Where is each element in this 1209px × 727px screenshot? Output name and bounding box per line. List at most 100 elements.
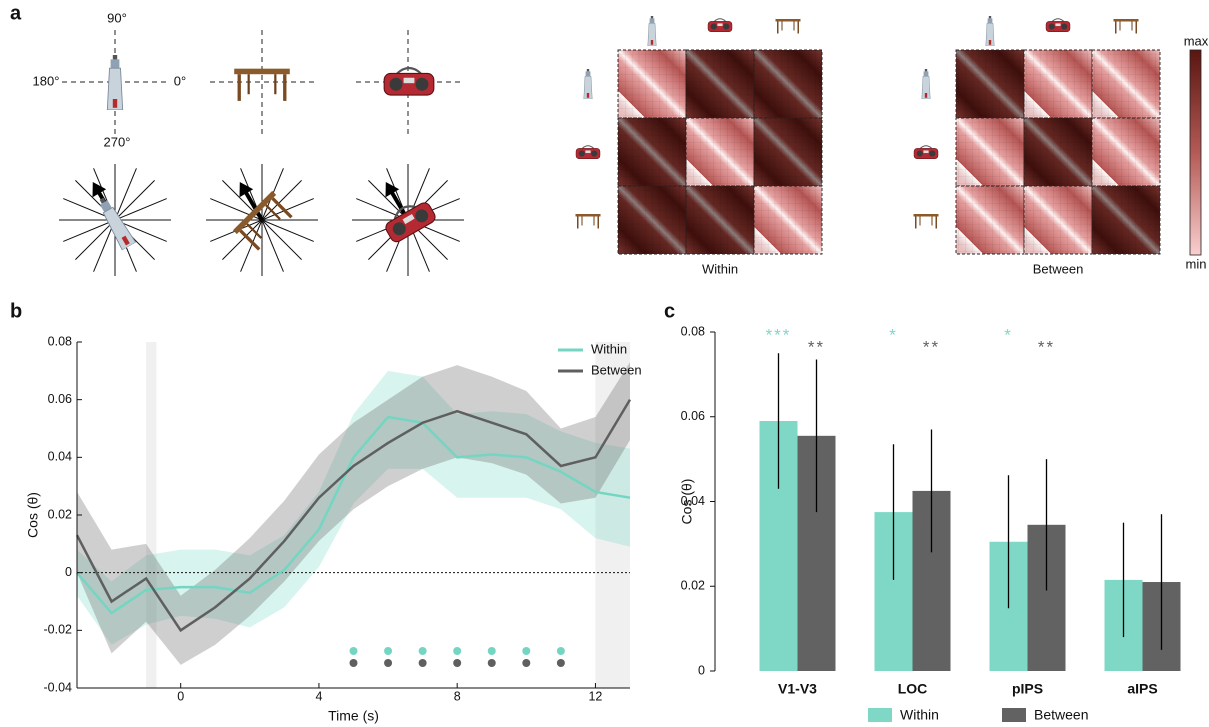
x-tick-label: 0 [177, 689, 184, 703]
y-tick-label: 0.04 [48, 450, 72, 464]
panel-label: a [10, 2, 22, 24]
significance-dot [419, 647, 427, 655]
legend-swatch [868, 708, 892, 722]
figure: a b c 90° 180° 0° 270° max min Within Be… [0, 0, 1209, 727]
significance-label: *** [766, 325, 792, 344]
x-tick-label: 4 [315, 689, 322, 703]
y-axis-label: Cos (θ) [25, 492, 41, 538]
y-tick-label: 0.08 [48, 334, 72, 348]
significance-dot [488, 659, 496, 667]
matrix-cells [686, 50, 754, 118]
matrix-cells [686, 186, 754, 254]
x-axis-label: Time (s) [328, 708, 379, 724]
angle-label: 270° [104, 134, 131, 149]
x-tick-label: pIPS [1012, 681, 1043, 697]
significance-label: ** [923, 337, 940, 356]
y-tick-label: -0.04 [44, 680, 73, 694]
angle-label: 90° [107, 10, 127, 25]
legend-swatch [1002, 708, 1026, 722]
y-tick-label: 0.06 [681, 409, 705, 423]
matrix-cells [686, 118, 754, 186]
matrix-cells [956, 50, 1024, 118]
table-icon [914, 214, 939, 229]
panel-a: 90° 180° 0° 270° max min Within Between [33, 10, 1209, 276]
colorbar-label: max [1184, 33, 1209, 48]
significance-dot [522, 647, 530, 655]
significance-label: * [1004, 325, 1013, 344]
colorbar-label: min [1186, 256, 1207, 271]
matrix-cells [1092, 118, 1160, 186]
significance-dot [384, 659, 392, 667]
significance-dot [522, 659, 530, 667]
lighthouse-icon [648, 16, 656, 46]
significance-dot [488, 647, 496, 655]
radio-icon [914, 146, 938, 159]
matrix-cells [618, 50, 686, 118]
colorbar [1190, 50, 1201, 255]
significance-dot [453, 647, 461, 655]
significance-dot [453, 659, 461, 667]
x-tick-label: LOC [898, 681, 928, 697]
matrix-cells [956, 118, 1024, 186]
matrix-title: Within [702, 261, 738, 276]
matrix-cells [754, 186, 822, 254]
panel-c: 00.020.040.060.08*****V1-V3***LOC***pIPS… [679, 324, 1181, 722]
y-tick-label: 0.06 [48, 392, 72, 406]
matrix-cells [618, 186, 686, 254]
matrix-cells [1024, 50, 1092, 118]
matrix-cells [618, 118, 686, 186]
matrix-cells [1024, 186, 1092, 254]
radio-icon [576, 146, 600, 159]
y-tick-label: 0.02 [681, 579, 705, 593]
x-tick-label: 8 [454, 689, 461, 703]
legend-label: Between [591, 362, 642, 377]
panel-b: Within Between -0.04 -0.02 0 0.02 0.04 0.06 0.08… [25, 334, 642, 723]
spoke [115, 180, 155, 220]
x-tick-label: 12 [588, 689, 602, 703]
y-tick-label: 0 [65, 565, 72, 579]
matrices [576, 16, 1161, 254]
shaded-span [146, 342, 156, 688]
angle-label: 180° [33, 73, 60, 88]
matrix-cells [754, 118, 822, 186]
legend-label: Within [591, 341, 627, 356]
radio-icon [1046, 19, 1070, 32]
legend-label: Between [1034, 707, 1088, 723]
lighthouse-icon [584, 69, 592, 99]
significance-dot [557, 647, 565, 655]
spoke [75, 220, 115, 260]
matrix-cells [754, 50, 822, 118]
lighthouse-icon [986, 16, 994, 46]
x-tick-label: aIPS [1127, 681, 1157, 697]
angle-label: 0° [174, 73, 186, 88]
lighthouse-icon [107, 55, 122, 110]
y-tick-label: 0 [698, 663, 705, 677]
matrix-cells [1024, 118, 1092, 186]
table-icon [776, 19, 801, 34]
significance-dot [350, 647, 358, 655]
significance-label: ** [1038, 337, 1055, 356]
matrix-cells [956, 186, 1024, 254]
significance-dot [384, 647, 392, 655]
significance-label: * [889, 325, 898, 344]
significance-label: ** [808, 337, 825, 356]
y-axis-label: Cos (θ) [679, 479, 695, 525]
significance-dot [557, 659, 565, 667]
y-tick-label: 0.08 [681, 324, 705, 338]
panel-label: b [10, 300, 22, 322]
confidence-band [77, 362, 630, 665]
significance-dot [350, 659, 358, 667]
table-icon [1114, 19, 1139, 34]
matrix-title: Between [1033, 261, 1084, 276]
x-tick-label: V1-V3 [778, 681, 817, 697]
matrix-cells [1092, 186, 1160, 254]
y-tick-label: -0.02 [44, 623, 73, 637]
significance-dot [419, 659, 427, 667]
table-icon [576, 214, 601, 229]
lighthouse-icon [922, 69, 930, 99]
y-tick-label: 0.02 [48, 507, 72, 521]
legend-label: Within [900, 707, 939, 723]
spoke [262, 220, 302, 260]
radio-icon [708, 19, 732, 32]
matrix-cells [1092, 50, 1160, 118]
